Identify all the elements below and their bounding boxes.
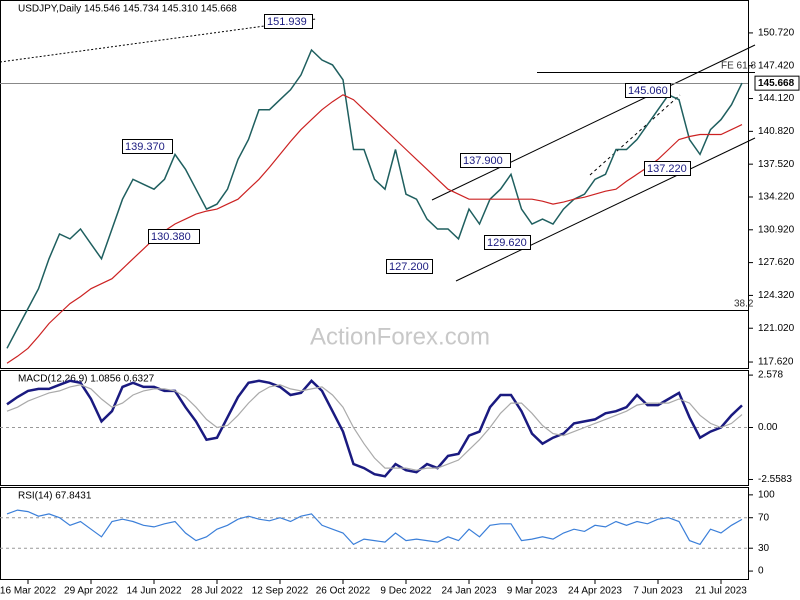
annotation-label: 130.380 bbox=[151, 231, 191, 243]
series-line bbox=[6, 94, 743, 364]
series-line bbox=[6, 48, 743, 349]
price-tag bbox=[754, 75, 800, 91]
annotation: 130.380 bbox=[148, 229, 200, 244]
annotation-label: 145.060 bbox=[628, 85, 668, 97]
annotation-box bbox=[122, 139, 173, 154]
x-tick-label: 24 Jan 2023 bbox=[441, 586, 496, 597]
y-tick-label: 2.578 bbox=[758, 370, 783, 381]
x-tick-label: 16 Mar 2022 bbox=[0, 586, 57, 597]
annotation: 129.620 bbox=[484, 235, 531, 250]
y-tick-label: -2.5583 bbox=[758, 474, 792, 485]
y-tick-label: 100 bbox=[758, 489, 775, 500]
price-tag-label: 145.668 bbox=[758, 78, 795, 89]
y-tick-label: 117.620 bbox=[758, 357, 794, 368]
x-tick-label: 29 Apr 2022 bbox=[64, 586, 118, 597]
series-line bbox=[6, 378, 743, 478]
x-tick-label: 7 Jun 2023 bbox=[633, 586, 683, 597]
y-tick-label: 144.120 bbox=[758, 93, 795, 104]
y-tick-label: 30 bbox=[758, 543, 770, 554]
annotation: 137.900 bbox=[460, 153, 511, 168]
channel-lower bbox=[455, 137, 756, 282]
level-label: 38.2 bbox=[734, 299, 754, 310]
x-tick-label: 26 Oct 2022 bbox=[316, 586, 371, 597]
annotation: 137.220 bbox=[644, 161, 691, 176]
x-tick-label: 21 Jul 2023 bbox=[695, 586, 747, 597]
y-tick-label: 0.00 bbox=[758, 422, 778, 433]
y-tick-label: 137.520 bbox=[758, 159, 795, 170]
x-tick-label: 9 Mar 2023 bbox=[507, 586, 558, 597]
annotation: 127.200 bbox=[386, 259, 433, 274]
series-line bbox=[6, 384, 743, 471]
channel-upper bbox=[431, 44, 756, 201]
annotation-label: 151.939 bbox=[267, 16, 307, 28]
y-tick-label: 127.620 bbox=[758, 257, 795, 268]
macd-panel bbox=[0, 370, 749, 486]
x-tick-label: 24 Apr 2023 bbox=[568, 586, 622, 597]
y-tick-label: 147.420 bbox=[758, 60, 795, 71]
price-panel bbox=[0, 0, 749, 369]
y-tick-label: 124.320 bbox=[758, 290, 795, 301]
annotation-label: 137.220 bbox=[647, 163, 687, 175]
y-tick-label: 121.020 bbox=[758, 323, 795, 334]
annotation-box bbox=[484, 235, 531, 250]
y-tick-label: 134.220 bbox=[758, 192, 795, 203]
annotation-box bbox=[644, 161, 691, 176]
panel-title: MACD(12,26,9) 1.0856 0.6327 bbox=[18, 374, 155, 385]
y-tick-label: 150.720 bbox=[758, 28, 795, 39]
annotation-label: 139.370 bbox=[125, 141, 165, 153]
level-label: FE 61.8 bbox=[721, 61, 756, 72]
annotation-box bbox=[148, 229, 200, 244]
rsi-panel bbox=[0, 487, 749, 580]
y-tick-label: 0 bbox=[758, 566, 764, 577]
annotation-box bbox=[625, 83, 671, 98]
x-tick-label: 9 Dec 2022 bbox=[380, 586, 432, 597]
annotation: 139.370 bbox=[122, 139, 173, 154]
annotation-box bbox=[460, 153, 511, 168]
panel-title: RSI(14) 67.8431 bbox=[18, 491, 92, 502]
x-tick-label: 28 Jul 2022 bbox=[191, 586, 243, 597]
y-tick-label: 140.820 bbox=[758, 126, 795, 137]
watermark: ActionForex.com bbox=[310, 323, 490, 350]
annotation-label: 127.200 bbox=[389, 261, 429, 273]
y-tick-label: 70 bbox=[758, 512, 770, 523]
panel-title: USDJPY,Daily 145.546 145.734 145.310 145… bbox=[18, 4, 237, 15]
trend-line bbox=[0, 18, 317, 63]
annotation: 145.060 bbox=[625, 83, 671, 98]
annotation-box bbox=[264, 14, 313, 29]
annotation-label: 137.900 bbox=[463, 155, 503, 167]
series-line bbox=[6, 509, 743, 546]
x-tick-label: 12 Sep 2022 bbox=[252, 586, 309, 597]
channel-mid bbox=[589, 94, 681, 176]
annotation-label: 129.620 bbox=[487, 237, 527, 249]
annotation: 151.939 bbox=[264, 14, 313, 29]
x-tick-label: 14 Jun 2022 bbox=[126, 586, 181, 597]
annotation-box bbox=[386, 259, 433, 274]
y-tick-label: 130.920 bbox=[758, 224, 795, 235]
